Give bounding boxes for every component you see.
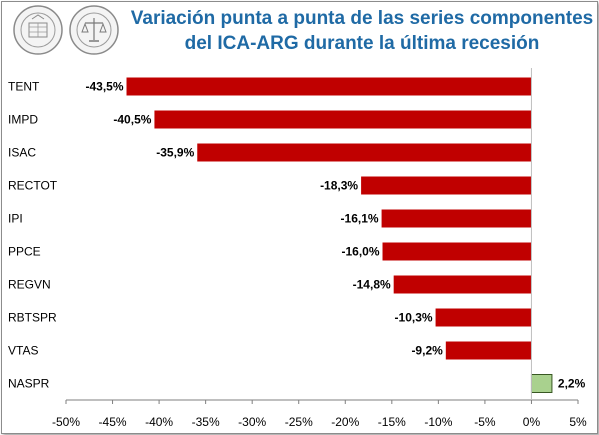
category-labels-group: TENT IMPD ISAC RECTOT IPI PPCE REGVN RBTSPR VTAS… [8,80,58,391]
bar-ipi [381,209,532,228]
bars-group [126,77,553,393]
bar-rbtspr [435,308,532,327]
bar-vtas [445,341,532,360]
bar-rectot [361,176,532,195]
bolsa-de-comercio-scales-seal-icon [69,5,119,55]
category-label-isac: ISAC [8,146,36,160]
category-label-vtas: VTAS [8,344,38,358]
x-tick-label: 0% [523,415,541,429]
bar-ppce [382,242,532,261]
value-label-ppce: -16,0% [341,245,379,259]
x-tick-label: -50% [52,415,80,429]
category-label-ppce: PPCE [8,245,41,259]
bar-isac [197,143,532,162]
category-label-ipi: IPI [8,212,23,226]
value-label-rbtspr: -10,3% [395,311,433,325]
category-label-impd: IMPD [8,113,38,127]
x-axis-group: -50% -45% -40% -35% -30% -25% -20% -15% -10% -5% 0… [52,68,587,429]
x-tick-label: -35% [192,415,220,429]
bar-naspr [530,374,553,393]
value-label-impd: -40,5% [113,113,151,127]
category-label-rbtspr: RBTSPR [8,311,57,325]
x-tick-label: -30% [238,415,266,429]
x-tick-label: -20% [331,415,359,429]
category-label-naspr: NASPR [8,377,50,391]
category-label-rectot: RECTOT [8,179,58,193]
bolsa-de-comercio-seal-icon [13,5,63,55]
value-label-naspr: 2,2% [558,377,586,391]
x-tick-label: -10% [424,415,452,429]
chart-title: Variación punta a punta de las series co… [128,6,596,56]
value-label-vtas: -9,2% [411,344,443,358]
value-label-ipi: -16,1% [341,212,379,226]
bar-regvn [393,275,532,294]
x-tick-label: -15% [378,415,406,429]
x-tick-label: -25% [285,415,313,429]
bar-tent [126,77,532,96]
value-label-isac: -35,9% [156,146,194,160]
category-label-regvn: REGVN [8,278,51,292]
value-label-tent: -43,5% [85,80,123,94]
x-tick-label: -5% [474,415,496,429]
title-line-1: Variación punta a punta de las series co… [130,8,594,29]
category-label-tent: TENT [8,80,40,94]
value-label-regvn: -14,8% [353,278,391,292]
x-tick-label: -45% [99,415,127,429]
value-label-rectot: -18,3% [320,179,358,193]
x-tick-label: -40% [145,415,173,429]
title-line-2: del ICA-ARG durante la última recesión [184,33,540,54]
x-tick-label: 5% [569,415,587,429]
bar-impd [154,110,532,129]
value-labels-group: -43,5% -40,5% -35,9% -18,3% -16,1% -16,0% -14,… [85,80,585,391]
